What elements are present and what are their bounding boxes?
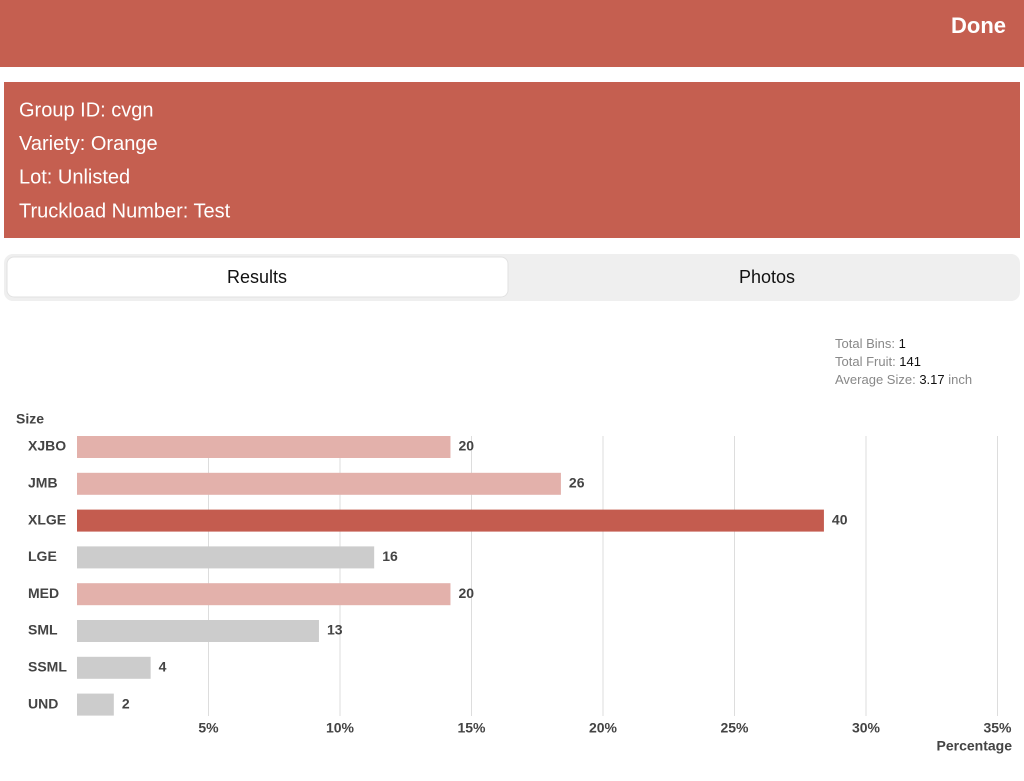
data-label: 40 xyxy=(832,511,848,527)
y-tick-label: XJBO xyxy=(28,438,66,454)
bar xyxy=(77,546,375,569)
x-tick-label: 10% xyxy=(326,720,355,736)
y-tick-label: MED xyxy=(28,585,59,601)
summary-label: Total Bins: xyxy=(835,336,899,351)
done-button[interactable]: Done xyxy=(951,13,1006,38)
data-label: 2 xyxy=(122,695,130,711)
x-tick-label: 15% xyxy=(457,720,486,736)
data-label: 13 xyxy=(327,622,343,638)
info-line: Variety: Orange xyxy=(19,133,158,155)
info-panel xyxy=(4,82,1020,238)
data-label: 26 xyxy=(569,475,585,491)
summary-line: Total Bins: 1 xyxy=(835,336,906,351)
summary-value: 3.17 xyxy=(919,372,944,387)
y-tick-label: LGE xyxy=(28,548,57,564)
x-tick-label: 20% xyxy=(589,720,618,736)
x-tick-label: 5% xyxy=(198,720,219,736)
x-axis-label: Percentage xyxy=(937,738,1013,754)
info-line: Truckload Number: Test xyxy=(19,200,231,222)
x-tick-label: 30% xyxy=(852,720,881,736)
x-tick-label: 35% xyxy=(983,720,1012,736)
bar xyxy=(77,472,561,495)
summary-value: 141 xyxy=(899,354,921,369)
summary-line: Total Fruit: 141 xyxy=(835,354,921,369)
summary-line: Average Size: 3.17 inch xyxy=(835,372,972,387)
summary-unit: inch xyxy=(945,372,972,387)
summary-label: Total Fruit: xyxy=(835,354,899,369)
tab-results[interactable]: Results xyxy=(227,267,287,287)
data-label: 4 xyxy=(159,659,167,675)
y-tick-label: SSML xyxy=(28,659,67,675)
bar xyxy=(77,693,114,716)
bar xyxy=(77,509,824,532)
data-label: 20 xyxy=(458,585,474,601)
selected-tab xyxy=(6,256,509,298)
bar xyxy=(77,583,451,606)
bar xyxy=(77,436,451,458)
y-tick-label: UND xyxy=(28,695,58,711)
info-lines: Group ID: cvgn Variety: Orange Lot: Unlist… xyxy=(19,99,231,222)
summary-value: 1 xyxy=(899,336,906,351)
summary-label: Average Size: xyxy=(835,372,919,387)
y-axis-label: Size xyxy=(16,411,44,427)
x-tick-label: 25% xyxy=(720,720,749,736)
bar xyxy=(77,620,319,642)
tab-photos[interactable]: Photos xyxy=(739,267,795,287)
data-label: 16 xyxy=(382,548,398,564)
y-tick-label: XLGE xyxy=(28,511,66,527)
y-tick-label: JMB xyxy=(28,475,58,491)
y-tick-label: SML xyxy=(28,622,58,638)
info-line: Group ID: cvgn xyxy=(19,99,154,121)
bar xyxy=(77,656,151,679)
top-bar xyxy=(0,0,1024,67)
data-label: 20 xyxy=(458,438,474,454)
info-line: Lot: Unlisted xyxy=(19,167,130,189)
